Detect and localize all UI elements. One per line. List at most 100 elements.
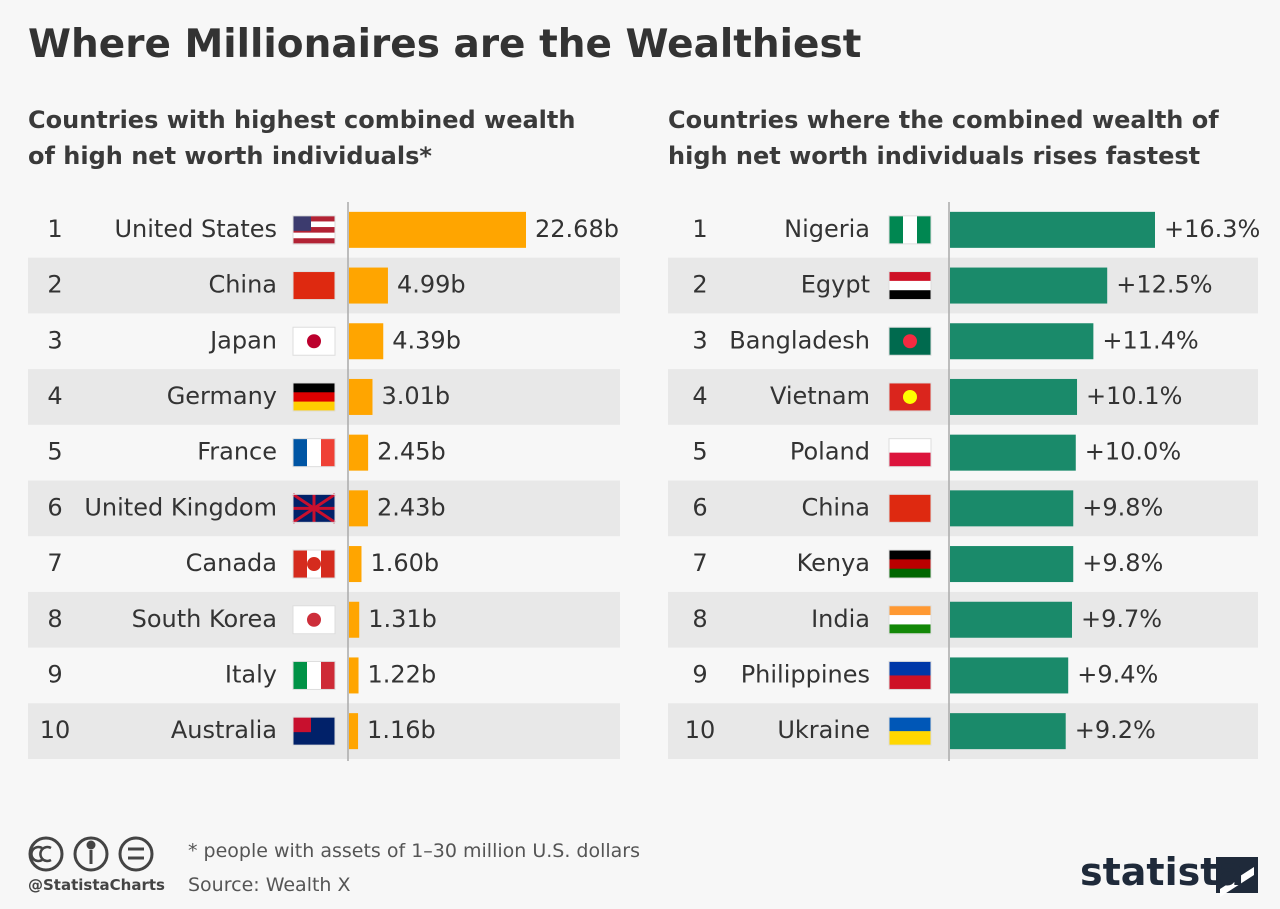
bar [349, 323, 384, 360]
flag-stripe [889, 568, 931, 579]
value-label: 4.99b [397, 271, 466, 299]
flag-border [292, 438, 336, 468]
flag-stripe [293, 401, 335, 412]
flag-stripe [889, 452, 931, 467]
flag-stripe [321, 550, 336, 579]
flag [292, 605, 336, 635]
flag-canton [293, 717, 311, 733]
category-label: Japan [208, 326, 277, 354]
flag-border [888, 716, 932, 746]
category-label: Vietnam [770, 382, 870, 410]
bar [349, 378, 373, 415]
handle: @StatistaCharts [28, 876, 165, 894]
rank: 6 [692, 493, 707, 521]
rank: 3 [692, 326, 707, 354]
flag-stripe [293, 215, 335, 222]
flag-stripe [889, 559, 931, 570]
bar [349, 434, 369, 471]
category-label: Kenya [797, 549, 870, 577]
flag-border [292, 493, 336, 523]
category-label: United States [114, 215, 277, 243]
flag [292, 382, 336, 412]
flag-stripe [889, 661, 931, 676]
source: Source: Wealth X [188, 874, 351, 896]
flag-border [888, 215, 932, 245]
subtitle: Countries where the combined wealth of h… [668, 106, 1219, 170]
flag-stripe [293, 382, 335, 393]
flag-stripe [889, 605, 931, 616]
flag-emblem [307, 334, 321, 349]
category-label: Egypt [801, 271, 870, 299]
flag-stripe [889, 494, 931, 523]
flag-stripe [889, 215, 904, 244]
category-label: Australia [171, 716, 277, 744]
flag-stripe [307, 438, 322, 467]
flag-stripe [307, 661, 322, 690]
rank: 7 [47, 549, 62, 577]
rank: 1 [47, 215, 62, 243]
rank: 2 [47, 271, 62, 299]
value-label: 3.01b [381, 382, 450, 410]
rank: 6 [47, 493, 62, 521]
flag-stripe [889, 280, 931, 291]
flag-border [292, 215, 336, 245]
flag-border [292, 660, 336, 690]
rank: 3 [47, 326, 62, 354]
flag-stripe [889, 550, 931, 560]
rank: 9 [47, 660, 62, 688]
flag-emblem [307, 557, 321, 572]
flag [292, 549, 336, 579]
category-label: United Kingdom [84, 493, 277, 521]
category-label: France [197, 438, 277, 466]
bar [349, 211, 526, 248]
flag [888, 438, 932, 468]
value-label: +9.8% [1082, 549, 1163, 577]
logo: statista [1080, 850, 1245, 894]
value-label: +9.4% [1077, 660, 1158, 688]
title: Where Millionaires are the Wealthiest [28, 22, 862, 67]
rank: 5 [47, 438, 62, 466]
category-label: Nigeria [784, 215, 870, 243]
flag [292, 493, 336, 524]
flag-stripe [321, 661, 336, 690]
flag-stripe [321, 438, 336, 467]
flag-border [888, 382, 932, 412]
flag-cross [292, 493, 336, 524]
category-label: Philippines [741, 660, 870, 688]
flag-stripe [889, 675, 931, 690]
footnote: * people with assets of 1–30 million U.S… [188, 840, 641, 862]
category-label: China [208, 271, 277, 299]
bar [950, 434, 1076, 471]
flag [888, 493, 932, 523]
flag-emblem [307, 612, 321, 627]
flag [888, 382, 932, 412]
flag-border [888, 605, 932, 635]
flag [888, 326, 932, 356]
bar [950, 657, 1069, 694]
rank: 7 [692, 549, 707, 577]
flag-border [292, 326, 336, 356]
rank: 4 [692, 382, 707, 410]
flag-stripe [293, 238, 335, 245]
flag-border [292, 549, 336, 579]
value-label: 4.39b [392, 326, 461, 354]
value-label: +11.4% [1102, 326, 1198, 354]
rank: 5 [692, 438, 707, 466]
rank: 1 [692, 215, 707, 243]
flag-stripe [917, 215, 932, 244]
flag [888, 605, 932, 635]
bar [950, 713, 1066, 750]
flag [888, 660, 932, 690]
flag-stripe [889, 271, 931, 282]
value-label: +9.8% [1082, 493, 1163, 521]
category-label: China [801, 493, 870, 521]
bar [950, 378, 1078, 415]
flag-border [888, 438, 932, 468]
flag [888, 215, 932, 245]
flag [292, 326, 336, 356]
flag-stripe [889, 731, 931, 746]
value-label: 1.60b [370, 549, 439, 577]
rank: 10 [685, 716, 716, 744]
subtitle: Countries with highest combined wealth o… [28, 106, 576, 170]
